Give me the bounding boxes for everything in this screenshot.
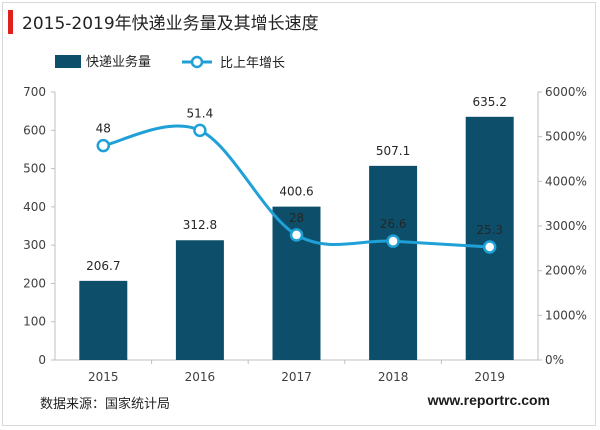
bar-data-label: 400.6	[279, 185, 313, 199]
title-accent-bar	[8, 10, 13, 34]
legend-bar-swatch	[55, 55, 81, 68]
bar	[175, 240, 224, 360]
bar	[465, 116, 514, 360]
plot-area: 0 100 200 300 400 500 600 700 0% 1000% 2000% 3000% 4…	[23, 85, 587, 384]
y-right-tick-label: 6000%	[545, 85, 587, 99]
line-data-label: 25.3	[476, 223, 503, 237]
line-point	[289, 228, 304, 242]
bar-data-label: 206.7	[86, 259, 120, 273]
bar-data-label: 507.1	[376, 144, 410, 158]
line-data-label: 51.4	[187, 106, 214, 120]
chart-frame	[2, 2, 596, 426]
x-tick-label: 2015	[88, 370, 119, 384]
x-tick-label: 2019	[474, 370, 505, 384]
y-left-tick-label: 600	[23, 123, 46, 137]
line-data-label: 48	[96, 122, 111, 136]
y-left-tick-label: 300	[23, 238, 46, 252]
line-data-label: 28	[289, 211, 304, 225]
y-right-tick-label: 2000%	[545, 264, 587, 278]
y-left-tick-label: 500	[23, 162, 46, 176]
bar-data-label: 312.8	[183, 218, 217, 232]
line-point	[193, 123, 207, 138]
y-left-tick-label: 200	[23, 276, 46, 290]
line-point	[386, 234, 400, 248]
line-point	[96, 138, 111, 153]
y-left-tick-label: 0	[38, 353, 46, 367]
x-tick-label: 2017	[281, 370, 312, 384]
y-left-tick-label: 700	[23, 85, 46, 99]
legend-bar-label: 快递业务量	[86, 54, 151, 70]
y-right-tick-label: 4000%	[545, 174, 587, 188]
y-left-tick-label: 100	[23, 315, 46, 329]
chart-title: 2015-2019年快递业务量及其增长速度	[22, 14, 319, 34]
bar	[79, 280, 128, 360]
y-right-tick-label: 1000%	[545, 308, 587, 322]
line-data-label: 26.6	[380, 217, 407, 231]
website-url: www.reportrc.com	[427, 392, 550, 408]
bar	[369, 165, 418, 360]
data-source: 数据来源：国家统计局	[40, 397, 171, 412]
x-tick-label: 2018	[378, 370, 409, 384]
y-left-tick-label: 400	[23, 200, 46, 214]
legend-line-marker	[190, 55, 204, 69]
y-right-tick-label: 0%	[545, 353, 564, 367]
y-right-tick-label: 5000%	[545, 130, 587, 144]
legend-line-label: 比上年增长	[220, 56, 285, 71]
line-point	[482, 240, 497, 254]
x-tick-label: 2016	[185, 370, 216, 384]
y-right-tick-label: 3000%	[545, 219, 587, 233]
bar-data-label: 635.2	[473, 95, 507, 109]
